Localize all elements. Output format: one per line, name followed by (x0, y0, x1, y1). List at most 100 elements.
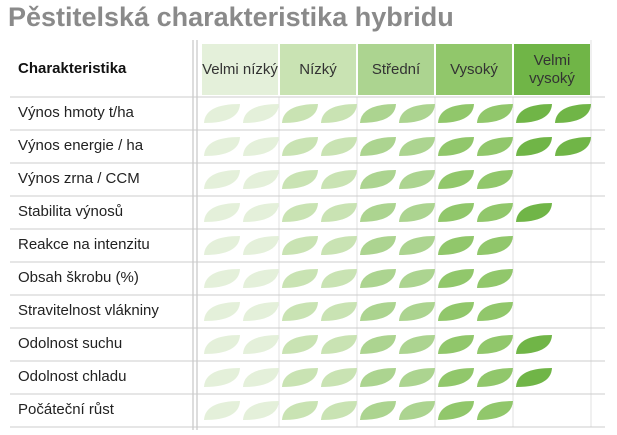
rating (204, 269, 513, 288)
leaf (321, 335, 357, 354)
leaf (243, 335, 279, 354)
row-label: Odolnost suchu (18, 335, 123, 352)
leaf (399, 203, 435, 222)
leaf (321, 137, 357, 156)
leaf (399, 137, 435, 156)
leaf (477, 137, 513, 156)
leaf (399, 302, 435, 321)
leaf (438, 401, 474, 420)
leaf (243, 137, 279, 156)
rating (204, 368, 552, 387)
leaf (477, 302, 513, 321)
row-label: Výnos zrna / CCM (18, 170, 140, 187)
leaf (438, 302, 474, 321)
leaf (204, 302, 240, 321)
level-header: Velmi nízký (202, 44, 278, 95)
leaf (282, 104, 318, 123)
leaf (243, 401, 279, 420)
leaf (477, 401, 513, 420)
leaf (438, 137, 474, 156)
leaf (399, 236, 435, 255)
leaf (243, 269, 279, 288)
rating (204, 137, 591, 156)
leaf (243, 236, 279, 255)
row-label: Výnos energie / ha (18, 137, 144, 154)
leaf (204, 137, 240, 156)
leaf (438, 104, 474, 123)
leaf (516, 335, 552, 354)
leaf (438, 203, 474, 222)
leaf (321, 269, 357, 288)
title: Pěstitelská charakteristika hybridu (8, 2, 454, 32)
row-label: Stravitelnost vlákniny (18, 302, 159, 319)
rating (204, 401, 513, 420)
leaf (516, 203, 552, 222)
row-label: Výnos hmoty t/ha (18, 104, 134, 121)
leaf (243, 104, 279, 123)
leaf (516, 368, 552, 387)
leaf (399, 170, 435, 189)
leaf (282, 368, 318, 387)
leaf (282, 401, 318, 420)
level-header: Velmi vysoký (514, 44, 590, 95)
leaf (243, 302, 279, 321)
leaf (438, 269, 474, 288)
leaf (360, 236, 396, 255)
leaf (399, 335, 435, 354)
leaf (204, 170, 240, 189)
leaf (399, 401, 435, 420)
level-header: Vysoký (436, 44, 512, 95)
leaf (321, 170, 357, 189)
row-label: Reakce na intenzitu (18, 236, 150, 253)
row-label: Stabilita výnosů (18, 203, 124, 220)
leaf (438, 170, 474, 189)
leaf (360, 335, 396, 354)
leaf (477, 335, 513, 354)
leaf (321, 236, 357, 255)
leaf (282, 137, 318, 156)
row-label: Počáteční růst (18, 401, 114, 418)
leaf (243, 170, 279, 189)
leaf (204, 269, 240, 288)
level-header: Střední (358, 44, 434, 95)
leaf (243, 368, 279, 387)
leaf (360, 302, 396, 321)
leaf (477, 269, 513, 288)
leaf (516, 137, 552, 156)
leaf (360, 104, 396, 123)
leaf (360, 137, 396, 156)
leaf (282, 335, 318, 354)
leaf (321, 203, 357, 222)
leaf (204, 236, 240, 255)
leaf (399, 368, 435, 387)
leaf (360, 269, 396, 288)
leaf (282, 170, 318, 189)
leaf (204, 335, 240, 354)
leaf (477, 368, 513, 387)
leaf (204, 203, 240, 222)
rating (204, 104, 591, 123)
rating (204, 335, 552, 354)
leaf (438, 368, 474, 387)
rating (204, 203, 552, 222)
leaf (282, 203, 318, 222)
leaf (282, 269, 318, 288)
leaf (477, 203, 513, 222)
leaf (282, 236, 318, 255)
column-header: Charakteristika (18, 60, 127, 77)
leaf (477, 236, 513, 255)
leaf (399, 269, 435, 288)
leaf (204, 104, 240, 123)
leaf (360, 368, 396, 387)
leaf (360, 401, 396, 420)
leaf (360, 203, 396, 222)
leaf (243, 203, 279, 222)
row-label: Odolnost chladu (18, 368, 127, 385)
leaf (399, 104, 435, 123)
leaf (516, 104, 552, 123)
leaf (321, 104, 357, 123)
leaf (360, 170, 396, 189)
leaf (204, 401, 240, 420)
leaf (477, 104, 513, 123)
